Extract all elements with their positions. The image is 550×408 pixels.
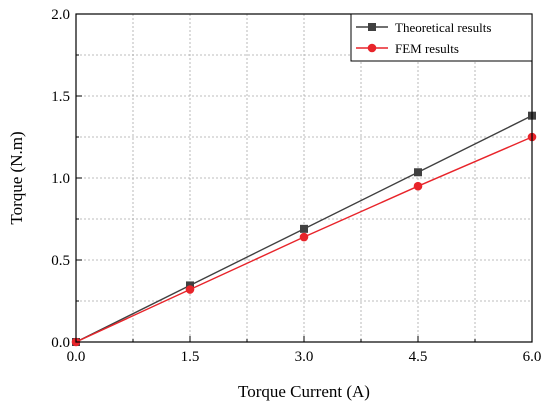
y-tick-label: 1.5 <box>51 89 70 105</box>
legend-label-theoretical: Theoretical results <box>395 20 491 35</box>
data-point-square <box>414 168 422 177</box>
y-axis-title: Torque (N.m) <box>7 131 26 224</box>
x-tick-label: 0.0 <box>67 349 86 365</box>
legend-item-fem: FEM results <box>356 41 459 56</box>
legend-box <box>350 13 533 62</box>
tick-labels: 0.0 1.5 3.0 4.5 6.0 0.0 0.5 1.0 1.5 2.0 <box>51 7 541 365</box>
y-tick-label: 1.0 <box>51 171 70 187</box>
x-tick-label: 6.0 <box>523 349 542 365</box>
legend: Theoretical results FEM results <box>350 13 533 62</box>
data-point-square <box>300 224 308 233</box>
legend-item-theoretical: Theoretical results <box>356 20 491 35</box>
y-tick-label: 0.0 <box>51 335 70 351</box>
legend-marker-circle <box>367 43 377 53</box>
y-tick-label: 2.0 <box>51 7 70 23</box>
grid <box>76 14 532 342</box>
ticks <box>75 13 533 343</box>
x-tick-label: 3.0 <box>295 349 314 365</box>
legend-marker-square <box>368 23 376 31</box>
data-point-circle <box>185 285 195 294</box>
y-tick-label: 0.5 <box>51 253 70 269</box>
x-tick-label: 4.5 <box>409 349 428 365</box>
legend-label-fem: FEM results <box>395 41 459 56</box>
x-tick-label: 1.5 <box>181 349 200 365</box>
x-axis-title: Torque Current (A) <box>238 382 370 401</box>
data-point-circle <box>299 232 309 242</box>
data-point-circle <box>413 181 423 191</box>
